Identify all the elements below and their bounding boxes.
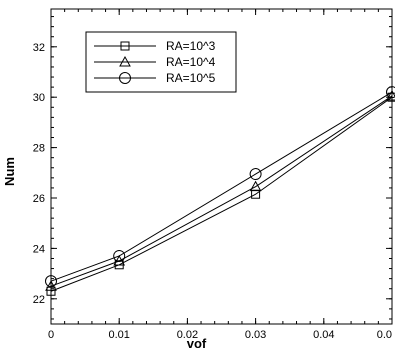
x-tick-label: 0	[48, 329, 54, 341]
series-line-circle	[50, 91, 393, 282]
data-point-circle	[249, 168, 262, 181]
legend-label: RA=10^5	[166, 71, 216, 85]
x-tick-label: 0.02	[177, 329, 198, 341]
legend-label: RA=10^4	[166, 55, 216, 69]
x-axis-title: vof	[187, 336, 207, 349]
y-tick-label: 22	[33, 294, 45, 306]
x-tick-label: 0.01	[108, 329, 129, 341]
legend-marker-triangle	[119, 55, 131, 67]
data-point-square	[46, 286, 56, 296]
y-tick-label: 32	[33, 42, 45, 54]
data-point-circle	[45, 275, 57, 288]
series-line-square	[50, 96, 393, 292]
x-tick-label: 0.04	[313, 329, 334, 341]
y-tick-label: 28	[33, 143, 45, 155]
data-point-circle	[386, 86, 395, 99]
legend-marker-circle	[119, 72, 131, 84]
y-tick-label: 24	[33, 243, 45, 255]
y-tick-label: 26	[33, 193, 45, 205]
x-tick-label: 0.0	[377, 329, 392, 341]
data-point-circle	[113, 249, 126, 262]
legend-label: RA=10^3	[166, 39, 216, 53]
series-line-triangle	[50, 95, 393, 287]
legend-marker-square	[120, 41, 130, 51]
y-axis-title: Num	[2, 157, 17, 186]
y-tick-label: 30	[33, 92, 45, 104]
x-tick-label: 0.03	[245, 329, 266, 341]
data-point-triangle	[249, 180, 262, 192]
